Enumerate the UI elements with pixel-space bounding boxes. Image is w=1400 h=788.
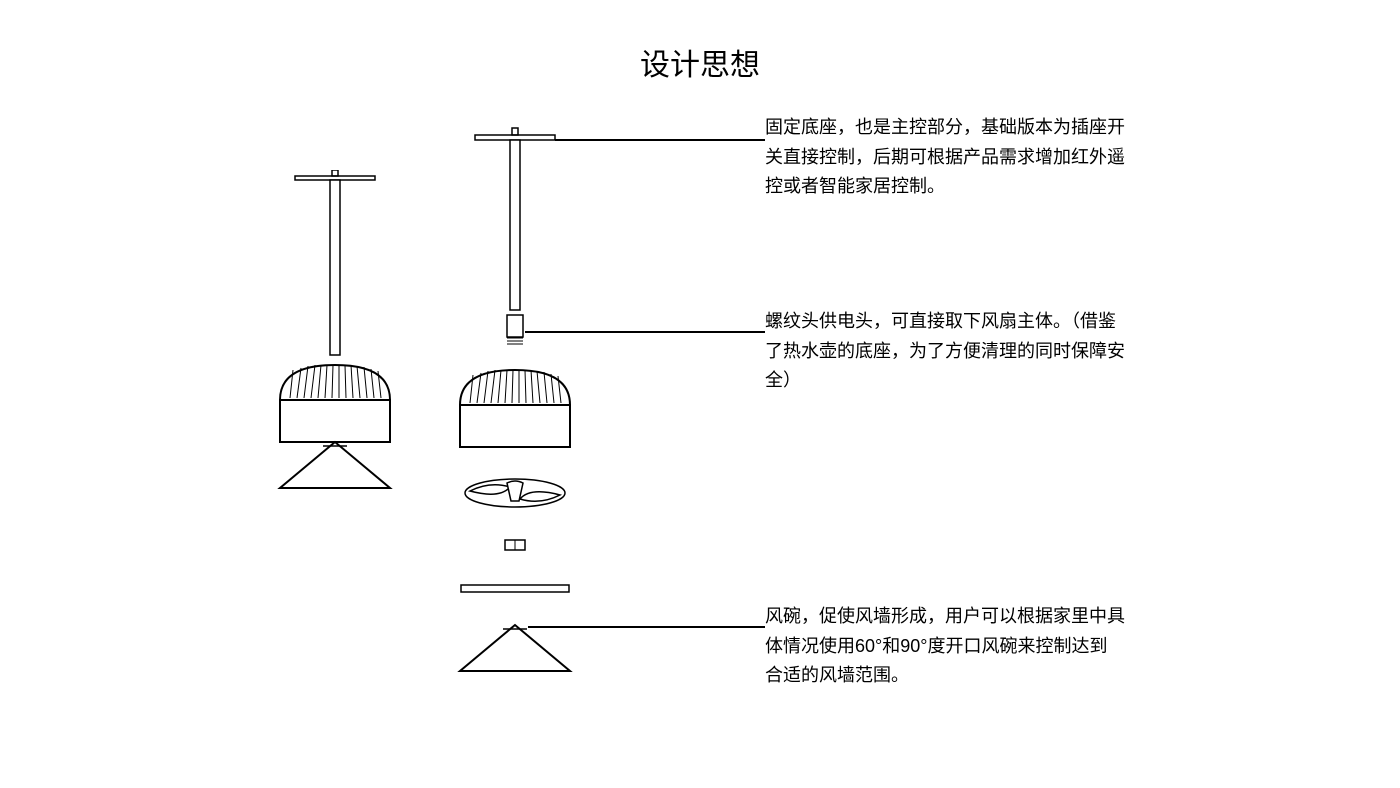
description-base: 固定底座，也是主控部分，基础版本为插座开关直接控制，后期可根据产品需求增加红外遥… [765,113,1125,202]
connector-line-1 [555,139,765,141]
assembled-fan-diagram [275,170,395,500]
description-bowl: 风碗，促使风墙形成，用户可以根据家里中具体情况使用60°和90°度开口风碗来控制… [765,602,1125,691]
description-connector: 螺纹头供电头，可直接取下风扇主体。（借鉴了热水壶的底座，为了方便清理的同时保障安… [765,307,1125,396]
exploded-fan-diagram [455,125,575,685]
page-title: 设计思想 [0,40,1400,84]
